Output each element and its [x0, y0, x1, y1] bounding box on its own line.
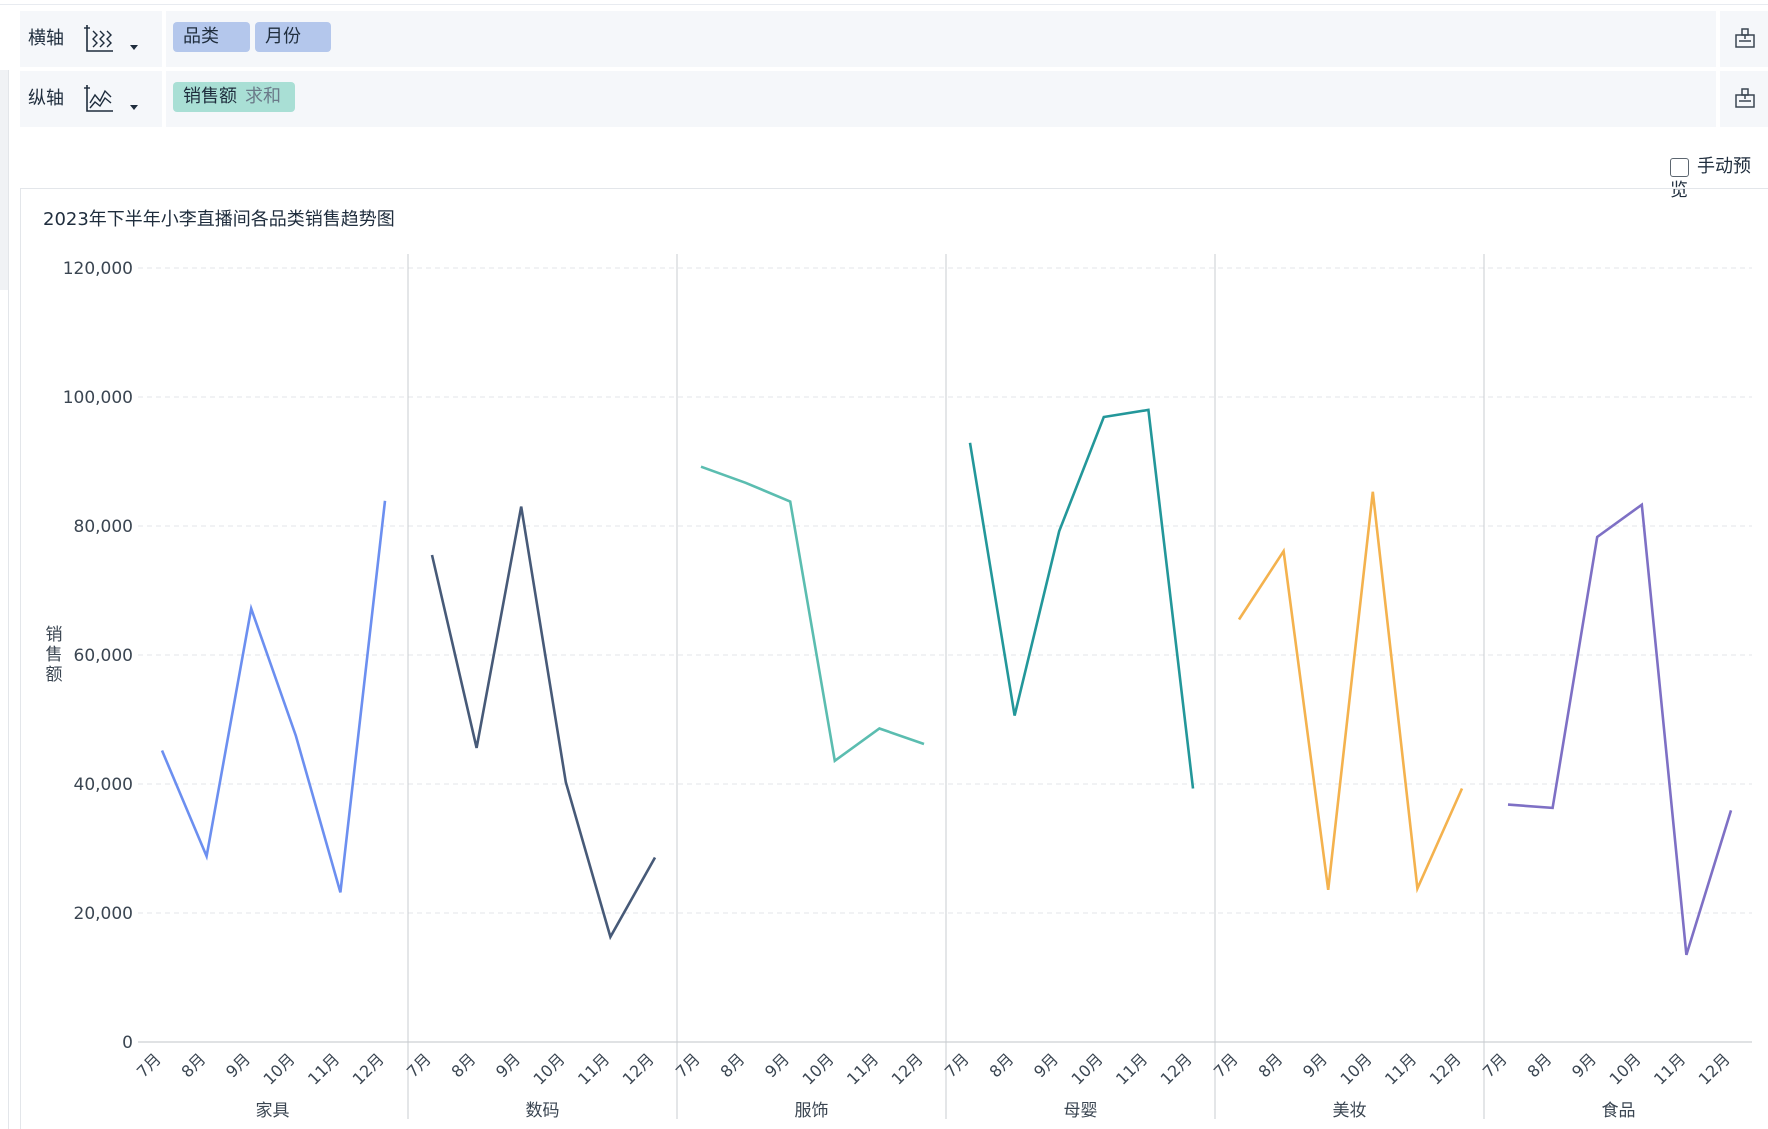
- hierarchy-icon[interactable]: [1734, 87, 1756, 109]
- x-tick-label: 11月: [1112, 1049, 1151, 1088]
- x-tick-label: 9月: [1030, 1049, 1062, 1081]
- chevron-down-icon[interactable]: [130, 105, 138, 110]
- category-label: 家具: [256, 1101, 290, 1121]
- series-line-6: [1507, 502, 1733, 956]
- category-label: 数码: [526, 1101, 560, 1121]
- y-axis-title: 额: [46, 665, 63, 685]
- y-axis-title: 售: [46, 645, 63, 665]
- y-axis-shelf-end: [1720, 71, 1768, 127]
- x-tick-label: 8月: [1523, 1049, 1555, 1081]
- x-tick-label: 7月: [133, 1049, 165, 1081]
- y-tick-label: 100,000: [63, 388, 133, 408]
- manual-preview-label: 手动预览: [1670, 156, 1751, 201]
- x-tick-label: 11月: [574, 1049, 613, 1088]
- x-tick-label: 12月: [1695, 1049, 1734, 1088]
- x-tick-label: 11月: [1650, 1049, 1689, 1088]
- x-tick-label: 12月: [1157, 1049, 1196, 1088]
- top-divider: [0, 4, 1768, 5]
- x-axis-drop-zone[interactable]: 品类 月份: [166, 11, 1716, 67]
- y-pill-field: 销售额: [183, 86, 237, 107]
- x-tick-label: 10月: [1605, 1049, 1644, 1088]
- x-tick-label: 9月: [761, 1049, 793, 1081]
- x-tick-label: 8月: [447, 1049, 479, 1081]
- series-line-5: [1237, 491, 1464, 894]
- x-tick-label: 11月: [1381, 1049, 1420, 1088]
- manual-preview-checkbox[interactable]: [1670, 157, 1689, 177]
- chart-panel: [20, 188, 1768, 1129]
- y-axis-shelf-header[interactable]: 纵轴: [20, 71, 162, 127]
- x-tick-label: 12月: [619, 1049, 658, 1088]
- x-tick-label: 8月: [716, 1049, 748, 1081]
- x-tick-label: 10月: [1336, 1049, 1375, 1088]
- x-tick-label: 10月: [1067, 1049, 1106, 1088]
- series-line-3: [700, 465, 925, 764]
- chevron-down-icon[interactable]: [130, 45, 138, 50]
- x-pill-category[interactable]: 品类: [173, 22, 250, 52]
- y-tick-label: 20,000: [74, 904, 133, 924]
- category-label: 食品: [1602, 1101, 1636, 1121]
- y-tick-label: 80,000: [74, 517, 133, 537]
- x-tick-label: 9月: [1568, 1049, 1600, 1081]
- y-axis-shelf-label: 纵轴: [28, 88, 64, 109]
- y-pill-aggregation: 求和: [245, 86, 281, 107]
- y-pill-sales[interactable]: 销售额 求和: [173, 82, 295, 112]
- y-tick-label: 60,000: [74, 646, 133, 666]
- y-axis-title: 销: [46, 625, 63, 645]
- series-line-2: [430, 506, 657, 941]
- y-tick-label: 0: [122, 1033, 133, 1053]
- measure-axis-icon[interactable]: [83, 83, 117, 115]
- y-axis-shelf: 纵轴 销售额 求和: [20, 71, 1768, 127]
- hierarchy-icon[interactable]: [1734, 27, 1756, 49]
- chart-title: 2023年下半年小李直播间各品类销售趋势图: [43, 209, 395, 230]
- x-tick-label: 12月: [349, 1049, 388, 1088]
- x-tick-label: 8月: [177, 1049, 209, 1081]
- x-tick-label: 9月: [222, 1049, 254, 1081]
- x-axis-shelf-header[interactable]: 横轴: [20, 11, 162, 67]
- x-pill-month[interactable]: 月份: [255, 22, 331, 52]
- x-tick-label: 10月: [798, 1049, 837, 1088]
- x-tick-label: 11月: [304, 1049, 343, 1088]
- x-tick-label: 8月: [985, 1049, 1017, 1081]
- x-tick-label: 9月: [492, 1049, 524, 1081]
- y-tick-label: 120,000: [63, 259, 133, 279]
- x-tick-label: 8月: [1254, 1049, 1286, 1081]
- series-line-4: [968, 408, 1195, 789]
- dimension-axis-icon[interactable]: [83, 23, 117, 55]
- manual-preview-toggle[interactable]: 手动预览: [1670, 155, 1768, 201]
- category-label: 美妆: [1333, 1101, 1367, 1121]
- x-tick-label: 10月: [259, 1049, 298, 1088]
- x-tick-label: 10月: [529, 1049, 568, 1088]
- x-tick-label: 11月: [843, 1049, 882, 1088]
- x-axis-label: 横轴: [28, 28, 64, 49]
- x-tick-label: 12月: [888, 1049, 927, 1088]
- category-label: 服饰: [795, 1101, 829, 1121]
- y-axis-drop-zone[interactable]: 销售额 求和: [166, 71, 1716, 127]
- series-line-1: [160, 500, 387, 893]
- x-tick-label: 12月: [1426, 1049, 1465, 1088]
- y-tick-label: 40,000: [74, 775, 133, 795]
- x-axis-shelf: 横轴 品类 月份: [20, 11, 1768, 67]
- left-border: [8, 70, 9, 1129]
- category-label: 母婴: [1064, 1101, 1098, 1121]
- x-axis-shelf-end: [1720, 11, 1768, 67]
- x-tick-label: 9月: [1299, 1049, 1331, 1081]
